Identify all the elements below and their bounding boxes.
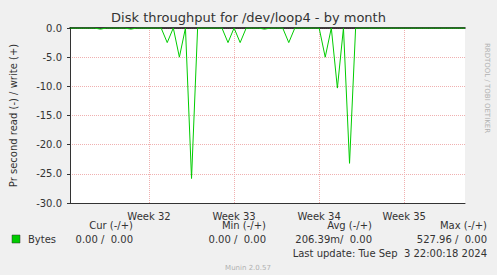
svg-text:-25.0: -25.0 xyxy=(36,168,62,179)
svg-text:Avg (-/+): Avg (-/+) xyxy=(327,219,372,231)
svg-text:-20.0: -20.0 xyxy=(36,139,62,150)
svg-text:Week 35: Week 35 xyxy=(383,211,426,222)
svg-text:Week 34: Week 34 xyxy=(297,211,340,222)
svg-text:0.0: 0.0 xyxy=(46,23,62,34)
svg-text:Pr second read (-) / write (+): Pr second read (-) / write (+) xyxy=(8,44,19,187)
svg-text:-30.0: -30.0 xyxy=(36,198,62,209)
svg-text:0.00 / 0.00: 0.00 / 0.00 xyxy=(76,234,133,245)
svg-text:Min (-/+): Min (-/+) xyxy=(221,219,266,231)
svg-text:527.96 / 0.00: 527.96 / 0.00 xyxy=(417,234,487,245)
svg-text:Cur (-/+): Cur (-/+) xyxy=(89,219,133,231)
svg-text:-15.0: -15.0 xyxy=(36,110,62,121)
svg-text:206.39m/ 0.00: 206.39m/ 0.00 xyxy=(295,234,372,245)
svg-text:RRDTOOL / TOBI OETIKER: RRDTOOL / TOBI OETIKER xyxy=(483,43,491,133)
svg-text:Week 32: Week 32 xyxy=(127,211,170,222)
svg-text:0.00 / 0.00: 0.00 / 0.00 xyxy=(209,234,266,245)
svg-text:-5.0: -5.0 xyxy=(42,52,62,63)
svg-text:Munin 2.0.57: Munin 2.0.57 xyxy=(225,264,271,272)
svg-text:-10.0: -10.0 xyxy=(36,81,62,92)
svg-text:Bytes: Bytes xyxy=(28,234,56,245)
svg-text:Disk throughput for /dev/loop4: Disk throughput for /dev/loop4 - by mont… xyxy=(111,10,386,25)
svg-text:Max (-/+): Max (-/+) xyxy=(440,220,487,231)
svg-text:Week 33: Week 33 xyxy=(212,211,255,222)
svg-text:Last update: Tue Sep 3 22:00:: Last update: Tue Sep 3 22:00:18 2024 xyxy=(293,248,487,259)
